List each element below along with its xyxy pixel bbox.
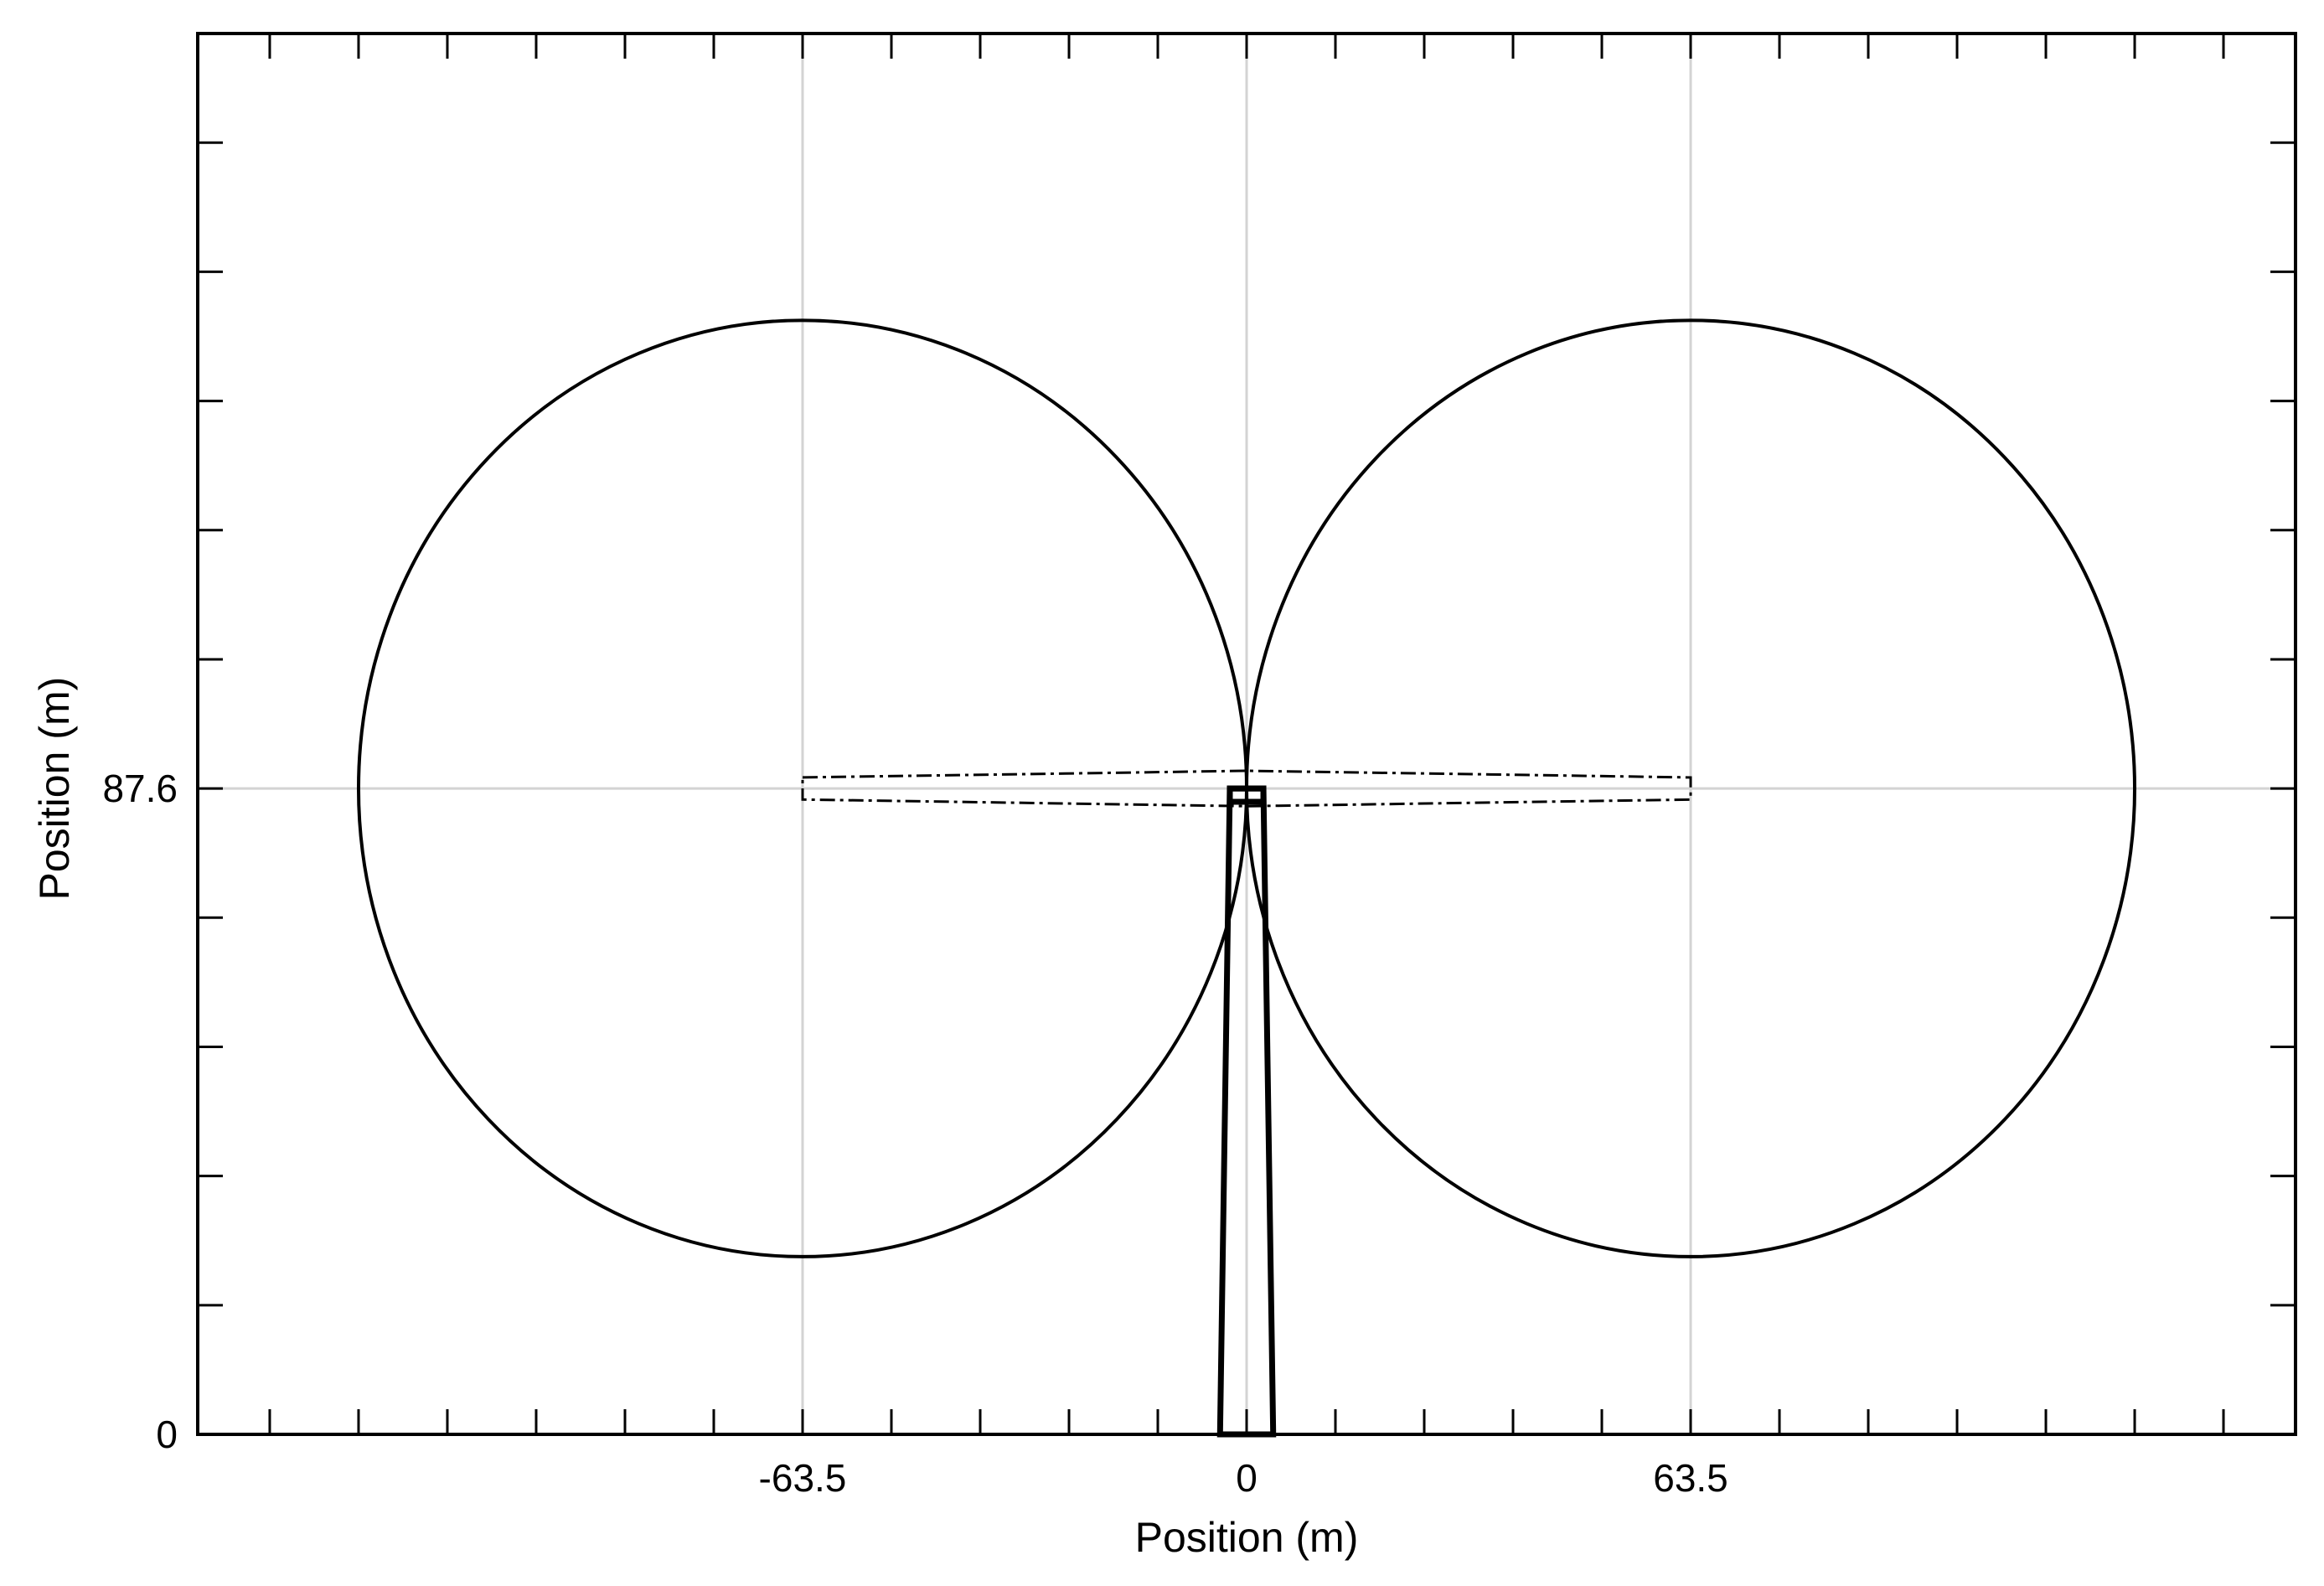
x-tick-label: 63.5 [1653,1456,1728,1500]
axis-ticks [198,34,2296,1434]
y-axis-title: Position (m) [31,677,78,901]
nacelle-outline [1227,785,1267,805]
tick-labels: -63.5 0 63.5 0 87.6 [102,767,1728,1500]
y-tick-label: 0 [156,1413,178,1456]
x-tick-label: -63.5 [759,1456,847,1500]
y-tick-label: 87.6 [102,767,178,810]
x-axis-title: Position (m) [1135,1514,1359,1561]
rotor-blade-outline [801,769,1692,808]
x-tick-label: 0 [1236,1456,1258,1500]
grid-lines [198,34,2296,1436]
